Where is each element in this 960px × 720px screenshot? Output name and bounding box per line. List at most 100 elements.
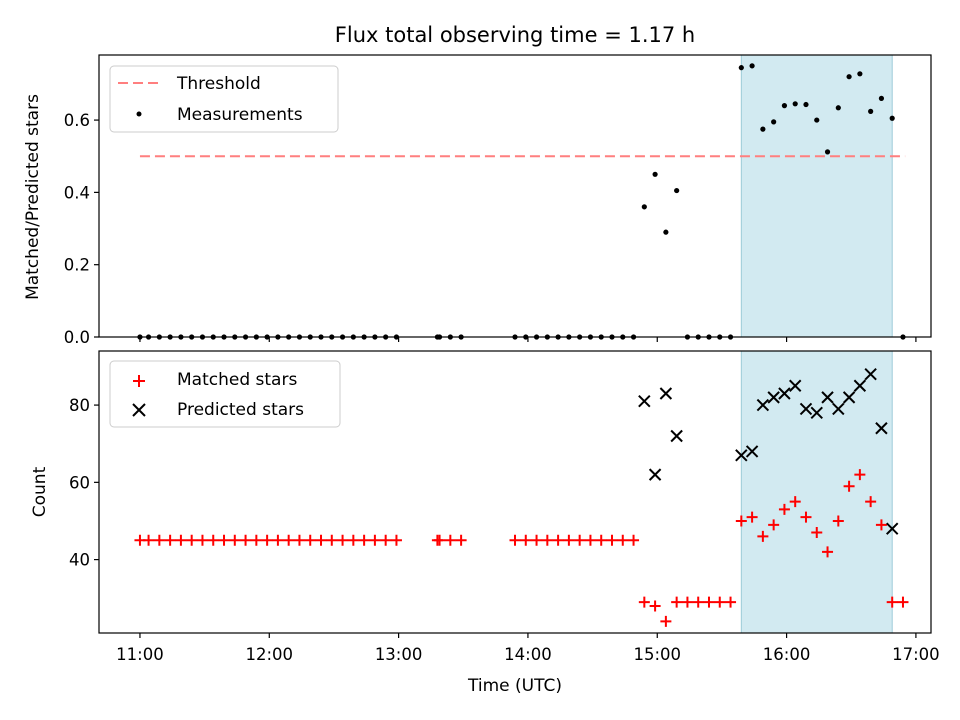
x-tick-label: 15:00 xyxy=(633,645,681,664)
matched-star-point xyxy=(390,534,402,546)
bottom-y-axis: 40 60 80 xyxy=(69,396,99,570)
measurement-point xyxy=(878,95,885,101)
measurement-point xyxy=(846,74,852,80)
x-tick-label: 13:00 xyxy=(375,645,423,664)
measurement-point xyxy=(803,101,809,108)
measurement-point xyxy=(792,101,798,107)
x-tick-label: 14:00 xyxy=(504,645,552,664)
matched-star-point xyxy=(703,596,715,608)
legend-threshold-label: Threshold xyxy=(176,74,261,94)
matched-star-point xyxy=(347,534,359,546)
matched-star-point xyxy=(444,534,456,546)
matched-star-point xyxy=(240,534,252,546)
measurement-point xyxy=(889,115,895,121)
bottom-legend: Matched stars Predicted stars xyxy=(109,360,341,428)
y-tick-label: 0.6 xyxy=(64,111,90,130)
measurement-point xyxy=(814,117,820,123)
measurement-point xyxy=(771,119,777,125)
matched-star-point xyxy=(574,534,586,546)
matched-star-point xyxy=(768,519,780,531)
chart-title: Flux total observing time = 1.17 h xyxy=(335,23,695,47)
matched-star-point xyxy=(315,534,327,546)
matched-star-point xyxy=(541,534,553,546)
matched-star-point xyxy=(261,534,273,546)
y-tick-label: 0.0 xyxy=(64,328,90,347)
predicted-star-point xyxy=(670,429,683,443)
legend-predicted-label: Predicted stars xyxy=(177,400,304,420)
measurement-point xyxy=(760,126,766,132)
top-y-axis: 0.0 0.2 0.4 0.6 xyxy=(64,111,99,347)
matched-star-point xyxy=(628,534,640,546)
y-tick-label: 60 xyxy=(69,473,90,492)
matched-star-point xyxy=(714,596,726,608)
matched-star-point xyxy=(196,534,208,546)
bottom-x-axis: 11:00 12:00 13:00 14:00 15:00 16:00 17:00 xyxy=(116,633,940,664)
predicted-star-point xyxy=(842,391,856,404)
top-x-axis xyxy=(139,337,917,342)
bottom-legend-box xyxy=(109,360,341,428)
predicted-star-point xyxy=(756,398,770,412)
matched-star-point xyxy=(854,469,866,481)
predicted-star-point xyxy=(853,379,867,392)
top-panel: Flux total observing time = 1.17 h 0.00.… xyxy=(23,23,932,347)
predicted-star-point xyxy=(885,522,899,535)
matched-star-point xyxy=(293,534,305,546)
matched-star-point xyxy=(153,534,165,546)
measurement-point xyxy=(868,108,874,114)
top-legend-box xyxy=(109,65,339,133)
matched-star-point xyxy=(563,534,575,546)
y-tick-label: 0.4 xyxy=(64,183,90,202)
matched-star-point xyxy=(606,534,618,546)
matched-star-point xyxy=(671,596,683,608)
matched-star-point xyxy=(272,534,284,546)
matched-star-point xyxy=(143,534,155,546)
matched-star-point xyxy=(865,496,877,508)
matched-star-point xyxy=(595,534,607,546)
legend-predicted-swatch xyxy=(132,403,146,417)
predicted-star-point xyxy=(778,387,791,400)
matched-star-point xyxy=(164,534,176,546)
predicted-star-point xyxy=(767,391,780,404)
x-tick-label: 12:00 xyxy=(245,645,293,664)
legend-matched-swatch xyxy=(133,375,145,387)
measurement-point xyxy=(641,204,647,210)
predicted-star-point xyxy=(832,402,845,416)
predicted-star-point xyxy=(810,406,823,420)
matched-star-point xyxy=(725,596,737,608)
top-axes-frame xyxy=(98,54,932,338)
matched-star-point xyxy=(337,534,349,546)
matched-star-point xyxy=(207,534,219,546)
predicted-star-point xyxy=(788,379,802,392)
matched-star-point xyxy=(617,534,629,546)
measurement-point xyxy=(781,103,788,109)
matched-star-point xyxy=(509,534,521,546)
predicted-star-point xyxy=(799,402,813,416)
x-tick-label: 17:00 xyxy=(892,645,940,664)
measurement-point xyxy=(824,149,831,155)
matched-star-point xyxy=(369,534,381,546)
measurement-point xyxy=(674,187,680,194)
matched-star-point xyxy=(832,515,844,527)
x-tick-label: 11:00 xyxy=(116,645,164,664)
bottom-y-label: Count xyxy=(30,466,50,517)
measurement-point xyxy=(652,171,658,177)
matched-star-point xyxy=(218,534,230,546)
top-y-label: Matched/Predicted stars xyxy=(23,94,43,300)
y-tick-label: 0.2 xyxy=(64,256,90,275)
predicted-star-point xyxy=(659,387,673,400)
predicted-star-point xyxy=(875,422,888,435)
matched-star-point xyxy=(875,519,887,531)
matched-star-point xyxy=(660,615,672,627)
matched-star-point xyxy=(746,511,758,523)
matched-star-point xyxy=(380,534,392,546)
predicted-star-point xyxy=(745,445,759,458)
matched-star-point xyxy=(520,534,532,546)
predicted-star-point xyxy=(638,395,651,408)
bottom-panel: 40 60 80 11:00 12:00 13:00 14:00 15:00 16:00 17:… xyxy=(30,350,940,696)
matched-star-point xyxy=(175,534,187,546)
observing-window-top xyxy=(741,55,893,337)
matched-star-point xyxy=(843,480,855,492)
y-tick-label: 40 xyxy=(69,551,90,570)
matched-star-point xyxy=(681,596,693,608)
matched-star-point xyxy=(638,596,650,608)
